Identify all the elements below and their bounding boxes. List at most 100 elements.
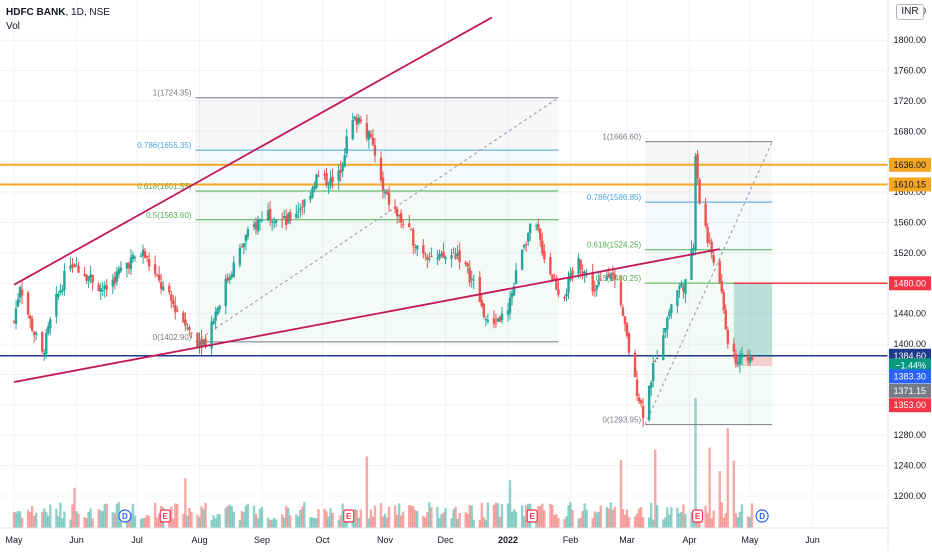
- volume-bar: [343, 517, 346, 528]
- candle-body: [327, 187, 330, 189]
- volume-bar: [440, 514, 443, 528]
- currency-label[interactable]: INR: [896, 4, 924, 20]
- volume-bar: [297, 516, 300, 528]
- volume-bar: [282, 517, 286, 528]
- candle-body: [706, 226, 709, 243]
- trend-line[interactable]: [13, 16, 493, 286]
- volume-bar: [627, 517, 631, 528]
- volume-bar: [649, 502, 653, 528]
- candle-body: [401, 224, 405, 226]
- volume-bar: [170, 506, 173, 528]
- candle-body: [549, 257, 552, 275]
- volume-bar: [641, 517, 645, 528]
- volume-bar: [395, 514, 399, 528]
- trend-line[interactable]: [13, 248, 720, 383]
- candle-body: [678, 286, 681, 290]
- volume-bar: [704, 505, 707, 528]
- volume-bar: [49, 504, 52, 528]
- volume-bar: [383, 513, 387, 528]
- time-tick-label: Mar: [619, 535, 635, 545]
- time-tick-label: Jun: [69, 535, 84, 545]
- volume-bar: [232, 511, 235, 528]
- candle-body: [131, 254, 135, 260]
- candle-body: [565, 293, 568, 297]
- volume-bar: [680, 512, 683, 528]
- candle-body: [436, 258, 439, 260]
- exchange-label: NSE: [89, 7, 110, 18]
- symbol-name[interactable]: HDFC BANK: [6, 7, 66, 18]
- candle-body: [200, 339, 203, 348]
- candle-body: [748, 355, 752, 363]
- candle-body: [297, 211, 300, 213]
- candle-body: [282, 216, 286, 219]
- earnings-marker[interactable]: [343, 509, 355, 523]
- volume-bar: [242, 512, 246, 528]
- dividend-marker[interactable]: [755, 509, 769, 523]
- volume-bar: [289, 515, 292, 528]
- candle-body: [359, 119, 363, 122]
- candle-body: [244, 234, 248, 242]
- candle-body: [670, 304, 673, 313]
- candle-body: [254, 222, 258, 229]
- volume-bar: [16, 511, 20, 528]
- candle-body: [613, 274, 617, 280]
- candle-body: [412, 229, 415, 246]
- candle-body: [692, 247, 695, 249]
- dividend-marker[interactable]: [118, 509, 132, 523]
- volume-bar: [478, 519, 481, 528]
- volume-bar: [18, 511, 22, 528]
- volume-bar: [359, 509, 363, 528]
- position-loss-zone[interactable]: [733, 356, 773, 366]
- volume-bar: [174, 503, 177, 528]
- candle-body: [647, 385, 651, 421]
- earnings-marker[interactable]: [691, 509, 704, 523]
- earnings-marker[interactable]: [526, 509, 538, 523]
- volume-bar: [369, 509, 373, 528]
- volume-bar: [101, 511, 104, 528]
- candle-body: [99, 287, 102, 292]
- candle-body: [115, 271, 119, 282]
- volume-bar: [365, 456, 369, 528]
- volume-bar: [651, 519, 655, 528]
- volume-bar: [188, 508, 191, 528]
- candle-body: [621, 307, 625, 316]
- volume-bar: [331, 512, 334, 528]
- price-badge-label: 1610.15: [893, 179, 926, 189]
- volume-bar: [303, 502, 306, 528]
- volume-bar: [613, 506, 617, 528]
- volume-bar: [77, 513, 80, 528]
- position-profit-zone[interactable]: [733, 283, 773, 357]
- volume-bar: [184, 478, 187, 528]
- candle-body: [343, 155, 346, 167]
- volume-bar: [357, 517, 361, 528]
- volume-bar: [214, 518, 217, 528]
- candle-body: [71, 264, 74, 267]
- fib-level-label: 0.786(1586.85): [587, 193, 642, 202]
- volume-bar: [313, 518, 316, 528]
- volume-bar: [385, 517, 389, 528]
- candle-body: [339, 169, 342, 173]
- volume-bar: [551, 505, 554, 528]
- candle-body: [732, 343, 736, 352]
- candle-body: [218, 305, 221, 310]
- candle-body: [214, 311, 217, 321]
- candle-body: [577, 257, 580, 274]
- volume-bar: [726, 428, 730, 528]
- candle-body: [170, 294, 173, 301]
- candle-body: [654, 361, 657, 363]
- volume-bar: [141, 518, 145, 528]
- candle-body: [157, 274, 161, 281]
- candle-body: [73, 264, 76, 268]
- price-scale[interactable]: [888, 0, 932, 550]
- volume-bar: [438, 518, 441, 528]
- earnings-marker[interactable]: [159, 509, 171, 523]
- candle-body: [272, 222, 276, 224]
- volume-bar: [708, 447, 711, 528]
- fib-trend-line[interactable]: [644, 141, 773, 425]
- candle-body: [174, 304, 177, 313]
- fib-trend-line[interactable]: [195, 97, 559, 343]
- earnings-marker-label: E: [163, 512, 169, 521]
- interval-label[interactable]: 1D: [71, 7, 84, 18]
